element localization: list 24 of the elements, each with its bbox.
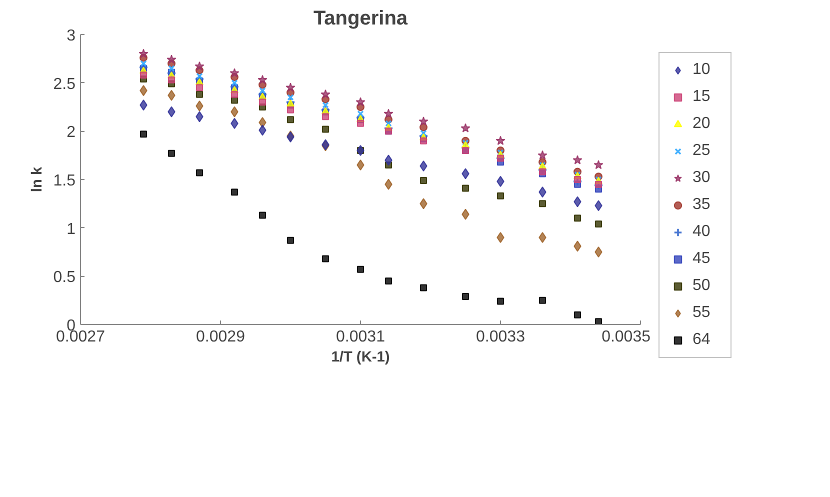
- legend-label: 25: [692, 142, 712, 160]
- legend-label: 30: [692, 169, 712, 187]
- y-tick-label: 1.5: [53, 172, 76, 190]
- chart-title: Tangerina: [313, 8, 408, 30]
- legend-label: 50: [692, 277, 712, 295]
- x-tick-label: 0.0031: [336, 328, 386, 346]
- y-tick-label: 2: [66, 124, 76, 142]
- y-tick-label: 0.5: [53, 269, 76, 286]
- y-axis-title: ln k: [29, 166, 46, 192]
- legend-label: 35: [692, 196, 712, 214]
- legend-label: 55: [692, 304, 712, 322]
- legend-label: 64: [692, 331, 712, 349]
- legend-label: 45: [692, 250, 712, 268]
- legend-label: 15: [692, 88, 712, 106]
- y-tick-label: 2.5: [53, 76, 76, 93]
- x-tick-label: 0.0029: [196, 328, 246, 346]
- legend-label: 20: [692, 115, 712, 133]
- y-tick-label: 3: [66, 28, 76, 44]
- legend-label: 10: [692, 61, 712, 79]
- legend-label: 40: [692, 223, 712, 241]
- x-axis-title: 1/T (K-1): [331, 350, 390, 366]
- y-tick-label: 1: [66, 220, 76, 238]
- x-tick-label: 0.0035: [602, 328, 651, 346]
- x-tick-label: 0.0033: [476, 328, 526, 346]
